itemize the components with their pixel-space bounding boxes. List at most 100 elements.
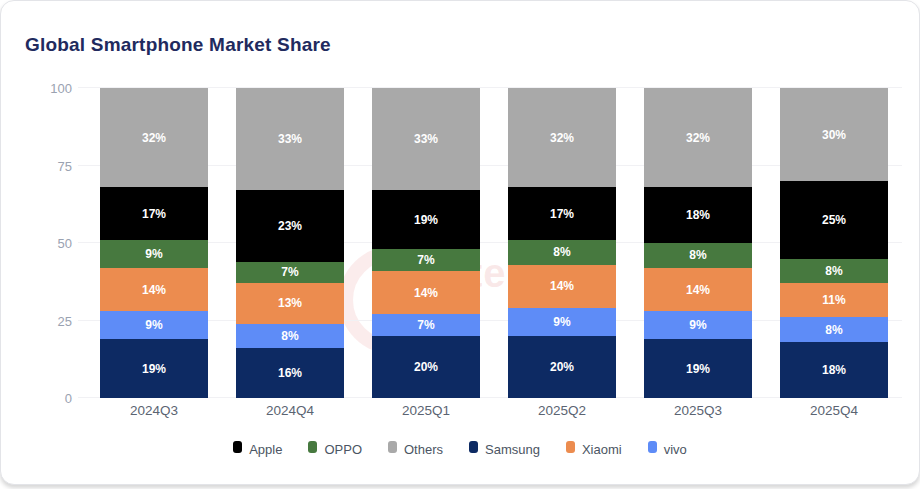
segment-value-label: 33% <box>278 132 302 146</box>
bar-column-2025q2: 20% 9% 14% 8% 17% 32% <box>494 88 630 398</box>
bar-segment-vivo[interactable]: 8% <box>236 324 343 349</box>
legend-marker-icon <box>233 441 242 453</box>
bar-column-2025q1: 20%7%14%7%19%33% <box>358 88 494 398</box>
legend-item-oppo[interactable]: OPPO <box>308 442 362 457</box>
bar-segment-apple[interactable]: 18% <box>644 187 751 243</box>
segment-value-label: 33% <box>414 132 438 146</box>
x-axis-tick-label: 2024Q3 <box>86 403 222 418</box>
bar-segment-oppo[interactable]: 9% <box>100 240 207 268</box>
bar-segment-apple[interactable]: 25% <box>780 181 887 259</box>
y-axis-tick-label: 100 <box>50 81 72 96</box>
bar-segment-xiaomi[interactable]: 14% <box>372 271 479 314</box>
legend-item-others[interactable]: Others <box>388 442 443 457</box>
x-axis-tick-label: 2025Q4 <box>766 403 902 418</box>
segment-value-label: 32% <box>142 131 166 145</box>
legend-item-vivo[interactable]: vivo <box>648 442 687 457</box>
bar-segment-samsung[interactable]: 19% <box>644 339 751 398</box>
bar-segment-xiaomi[interactable]: 14% <box>508 265 615 308</box>
x-axis-tick-label: 2024Q4 <box>222 403 358 418</box>
bar-column-2025q4: 18%8%11%8%25%30% <box>766 88 902 398</box>
stacked-bar: 19% 9% 14% 9% 17% 32% <box>100 88 207 398</box>
segment-value-label: 9% <box>145 247 162 261</box>
bar-segment-vivo[interactable]: 9% <box>100 311 207 339</box>
bar-segment-oppo[interactable]: 8% <box>780 259 887 284</box>
stacked-bar: 19% 9% 14% 8% 18% 32% <box>644 88 751 398</box>
segment-value-label: 16% <box>278 366 302 380</box>
bar-segment-others[interactable]: 32% <box>508 88 615 187</box>
bar-segment-apple[interactable]: 19% <box>372 190 479 249</box>
bar-segment-xiaomi[interactable]: 13% <box>236 283 343 323</box>
segment-value-label: 9% <box>553 315 570 329</box>
bar-segment-samsung[interactable]: 19% <box>100 339 207 398</box>
bar-segment-samsung[interactable]: 18% <box>780 342 887 398</box>
legend-label: OPPO <box>324 442 362 457</box>
stacked-bar: 20%7%14%7%19%33% <box>372 88 479 398</box>
segment-value-label: 11% <box>822 293 845 307</box>
legend-marker-icon <box>566 441 575 453</box>
bar-segment-xiaomi[interactable]: 14% <box>644 268 751 311</box>
legend-item-apple[interactable]: Apple <box>233 442 282 457</box>
segment-value-label: 9% <box>145 318 162 332</box>
segment-value-label: 8% <box>553 245 570 259</box>
bar-segment-vivo[interactable]: 8% <box>780 317 887 342</box>
x-axis: 2024Q32024Q42025Q12025Q22025Q32025Q4 <box>86 403 902 418</box>
y-axis-tick-label: 50 <box>58 236 72 251</box>
segment-value-label: 17% <box>142 207 166 221</box>
bar-segment-oppo[interactable]: 7% <box>372 249 479 271</box>
bar-segment-others[interactable]: 32% <box>100 88 207 187</box>
y-axis-tick-label: 0 <box>65 391 72 406</box>
x-axis-tick-label: 2025Q3 <box>630 403 766 418</box>
bar-segment-vivo[interactable]: 7% <box>372 314 479 336</box>
segment-value-label: 9% <box>689 318 706 332</box>
bar-segment-vivo[interactable]: 9% <box>508 308 615 336</box>
legend-item-xiaomi[interactable]: Xiaomi <box>566 442 622 457</box>
bar-segment-apple[interactable]: 17% <box>508 187 615 240</box>
bar-column-2024q3: 19% 9% 14% 9% 17% 32% <box>86 88 222 398</box>
segment-value-label: 14% <box>550 279 574 293</box>
segment-value-label: 8% <box>689 248 706 262</box>
bar-segment-oppo[interactable]: 7% <box>236 262 343 284</box>
segment-value-label: 25% <box>822 213 846 227</box>
segment-value-label: 19% <box>414 213 438 227</box>
bar-segment-apple[interactable]: 23% <box>236 190 343 261</box>
bar-column-2025q3: 19% 9% 14% 8% 18% 32% <box>630 88 766 398</box>
stacked-bar: 20% 9% 14% 8% 17% 32% <box>508 88 615 398</box>
bar-segment-vivo[interactable]: 9% <box>644 311 751 339</box>
segment-value-label: 32% <box>686 131 710 145</box>
y-axis-tick-label: 25 <box>58 313 72 328</box>
segment-value-label: 32% <box>550 131 574 145</box>
segment-value-label: 17% <box>550 207 574 221</box>
legend-marker-icon <box>469 441 478 453</box>
segment-value-label: 8% <box>281 329 298 343</box>
segment-value-label: 19% <box>142 362 166 376</box>
stacked-bar: 16% 8% 13% 7% 23% 33% <box>236 88 343 398</box>
bar-segment-apple[interactable]: 17% <box>100 187 207 240</box>
segment-value-label: 13% <box>278 296 302 310</box>
segment-value-label: 19% <box>686 362 710 376</box>
bar-segment-others[interactable]: 33% <box>372 88 479 190</box>
bar-segment-samsung[interactable]: 20% <box>508 336 615 398</box>
segment-value-label: 23% <box>278 219 302 233</box>
segment-value-label: 14% <box>686 283 710 297</box>
bar-segment-others[interactable]: 33% <box>236 88 343 190</box>
segment-value-label: 30% <box>822 128 846 142</box>
legend-marker-icon <box>648 441 657 453</box>
bar-segment-samsung[interactable]: 20% <box>372 336 479 398</box>
segment-value-label: 20% <box>550 360 574 374</box>
bar-segment-xiaomi[interactable]: 14% <box>100 268 207 311</box>
bar-segment-oppo[interactable]: 8% <box>508 240 615 265</box>
bar-segment-others[interactable]: 32% <box>644 88 751 187</box>
legend-label: Xiaomi <box>582 442 622 457</box>
bar-segment-xiaomi[interactable]: 11% <box>780 283 887 317</box>
legend-marker-icon <box>388 441 397 453</box>
y-axis-tick-label: 75 <box>58 158 72 173</box>
bar-segment-oppo[interactable]: 8% <box>644 243 751 268</box>
legend-label: Apple <box>249 442 282 457</box>
legend: Apple OPPO Others Samsung Xiaomi vivo <box>1 442 919 457</box>
segment-value-label: 14% <box>142 283 166 297</box>
segment-value-label: 7% <box>417 318 434 332</box>
bar-segment-samsung[interactable]: 16% <box>236 348 343 398</box>
bar-segment-others[interactable]: 30% <box>780 88 887 181</box>
segment-value-label: 18% <box>686 208 710 222</box>
legend-item-samsung[interactable]: Samsung <box>469 442 540 457</box>
